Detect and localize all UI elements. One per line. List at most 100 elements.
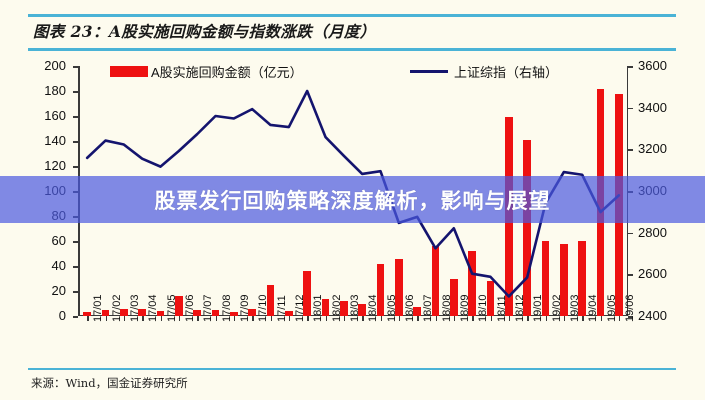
overlay-banner-text: 股票发行回购策略深度解析，影响与展望 (154, 189, 551, 213)
x-axis-label-18-08: 18/08 (440, 294, 453, 322)
index-line-series (85, 89, 621, 298)
x-tick-17-01 (87, 316, 89, 321)
bar-17-09 (229, 312, 238, 316)
x-tick-17-06 (178, 316, 181, 321)
bar-17-03 (119, 308, 128, 316)
bar-18-08 (431, 246, 440, 316)
x-axis-label-18-07: 18/07 (422, 294, 435, 322)
left-tick-20 (73, 291, 78, 293)
left-tick-40 (73, 266, 78, 268)
left-axis-label-40: 40 (51, 258, 66, 273)
x-tick-19-02 (545, 316, 547, 321)
title-rule-top (28, 14, 676, 17)
source-rule (28, 368, 676, 370)
right-tick-3400 (628, 107, 633, 110)
bar-19-03 (559, 243, 568, 316)
right-axis-label-3400: 3400 (638, 99, 667, 115)
x-tick-18-05 (380, 316, 382, 321)
x-tick-18-02 (325, 316, 327, 321)
x-axis-label-19-03: 19/03 (568, 294, 581, 322)
x-tick-17-03 (123, 316, 126, 321)
left-axis-label-0: 0 (58, 308, 66, 323)
x-axis-label-17-02: 17/02 (110, 294, 123, 322)
x-tick-17-04 (142, 316, 144, 321)
bar-18-05 (376, 263, 385, 316)
left-tick-120 (73, 166, 78, 168)
x-axis-label-19-05: 19/05 (605, 294, 618, 322)
x-axis-label-19-04: 19/04 (587, 294, 600, 322)
overlay-banner: 股票发行回购策略深度解析，影响与展望 (0, 176, 705, 223)
bar-18-02 (321, 298, 330, 316)
x-axis-label-17-07: 17/07 (202, 294, 215, 322)
right-tick-3600 (628, 66, 633, 68)
x-axis-label-19-01: 19/01 (532, 294, 545, 322)
left-tick-180 (73, 91, 78, 93)
x-tick-17-11 (270, 316, 272, 321)
bar-18-06 (394, 258, 403, 316)
x-axis-label-17-06: 17/06 (183, 294, 196, 322)
x-tick-18-07 (417, 316, 419, 321)
bar-18-04 (358, 303, 366, 316)
x-axis-label-18-11: 18/11 (495, 295, 508, 322)
x-tick-17-10 (252, 316, 254, 321)
source-text: 来源：Wind，国金证券研究所 (31, 376, 188, 390)
x-tick-17-08 (215, 316, 217, 321)
x-axis-label-17-03: 17/03 (128, 294, 141, 322)
bar-swatch-icon (110, 65, 148, 77)
x-axis-label-19-02: 19/02 (550, 294, 563, 322)
left-tick-0 (73, 316, 78, 318)
bar-17-06 (174, 296, 183, 316)
right-axis-label-2600: 2600 (638, 266, 667, 282)
x-tick-19-06 (618, 316, 621, 321)
bar-17-07 (193, 309, 201, 316)
x-axis-label-18-12: 18/12 (513, 294, 526, 322)
title-rule-bottom (28, 48, 676, 51)
bar-18-09 (449, 278, 458, 316)
left-axis-label-20: 20 (51, 283, 66, 298)
bar-19-01 (523, 139, 531, 316)
bar-18-07 (413, 307, 421, 316)
right-axis-label-3600: 3600 (638, 58, 667, 73)
left-tick-60 (73, 241, 78, 243)
right-tick-3200 (628, 149, 633, 151)
x-tick-19-03 (563, 316, 566, 321)
bar-17-10 (248, 308, 256, 316)
x-axis-label-18-02: 18/02 (330, 294, 343, 322)
right-tick-2800 (628, 232, 633, 235)
bar-18-03 (339, 301, 348, 316)
x-tick-18-10 (472, 316, 474, 321)
x-tick-18-04 (362, 316, 364, 321)
left-tick-160 (73, 116, 78, 118)
bar-17-01 (83, 312, 91, 316)
bar-19-02 (541, 241, 550, 316)
bar-18-10 (468, 251, 476, 316)
x-axis-label-17-08: 17/08 (220, 294, 233, 322)
x-axis-label-19-06: 19/06 (623, 294, 636, 322)
bar-19-04 (578, 241, 586, 316)
index-polyline (85, 89, 621, 298)
bar-17-12 (284, 311, 293, 316)
bar-17-05 (156, 311, 165, 316)
x-axis-label-18-06: 18/06 (403, 294, 416, 322)
left-axis-label-60: 60 (51, 233, 66, 248)
x-axis-label-17-05: 17/05 (165, 294, 178, 322)
x-axis-label-18-01: 18/01 (312, 294, 325, 322)
x-axis-label-18-05: 18/05 (385, 294, 398, 322)
x-axis-label-17-12: 17/12 (293, 294, 306, 322)
bottom-axis (78, 314, 628, 316)
left-axis-label-160: 160 (44, 108, 66, 123)
x-axis-label-17-01: 17/01 (92, 294, 105, 322)
legend-item-buyback: A股实施回购金额（亿元） (110, 60, 303, 82)
x-tick-18-01 (307, 316, 309, 321)
left-axis-label-200: 200 (44, 58, 66, 73)
chart-title: 图表 23：A股实施回购金额与指数涨跌（月度） (33, 22, 376, 41)
chart-legend: A股实施回购金额（亿元） 上证综指（右轴） (110, 60, 610, 84)
x-tick-18-09 (453, 316, 456, 321)
x-axis-label-17-11: 17/11 (275, 295, 288, 322)
x-axis-label-17-09: 17/09 (238, 294, 251, 322)
x-axis-label-18-03: 18/03 (348, 294, 361, 322)
bar-17-04 (138, 308, 146, 316)
x-axis-label-18-10: 18/10 (477, 294, 490, 322)
bar-18-01 (303, 271, 311, 316)
